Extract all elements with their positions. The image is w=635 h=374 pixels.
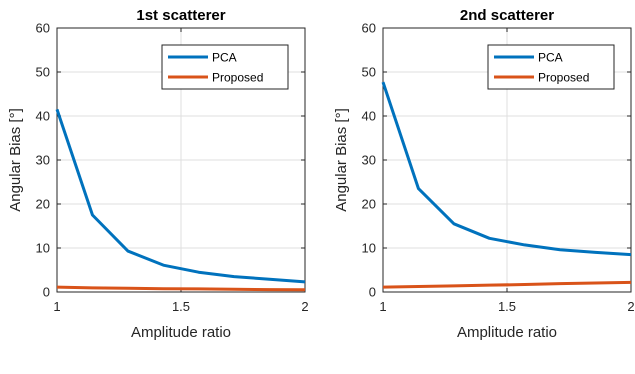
y-tick-label: 40 <box>362 109 376 124</box>
legend-box <box>161 44 289 90</box>
y-tick-label: 50 <box>36 65 50 80</box>
legend: PCA Proposed <box>161 44 289 90</box>
x-tick-label: 2 <box>627 299 634 314</box>
x-axis-label: Amplitude ratio <box>131 324 231 341</box>
y-tick-label: 40 <box>36 109 50 124</box>
x-tick-label: 1 <box>379 299 386 314</box>
y-tick-label: 30 <box>362 153 376 168</box>
y-tick-label: 50 <box>362 65 376 80</box>
series-line-pca <box>55 108 306 284</box>
legend-label: PCA <box>212 51 237 65</box>
y-tick-label: 60 <box>36 21 50 36</box>
legend-label: PCA <box>538 51 563 65</box>
series-line-proposed <box>382 280 632 289</box>
chart-panel-2: 0 10 20 30 40 50 60 1 1.5 2 2nd scatterer Amplitude… <box>333 7 635 341</box>
legend: PCA Proposed <box>487 44 615 90</box>
y-tick-label: 10 <box>362 241 376 256</box>
series-line-pca <box>381 81 632 257</box>
legend-label: Proposed <box>212 71 263 85</box>
series-line-proposed <box>56 285 306 292</box>
chart-panel-1: 0 10 20 30 40 50 60 1 1.5 2 1st scatterer Amplitude… <box>7 7 309 341</box>
y-tick-label: 20 <box>362 197 376 212</box>
y-tick-label: 60 <box>362 21 376 36</box>
x-tick-label: 1 <box>53 299 60 314</box>
y-axis-label: Angular Bias [°] <box>7 108 24 212</box>
chart-title: 2nd scatterer <box>460 7 554 24</box>
x-axis-label: Amplitude ratio <box>457 324 557 341</box>
y-tick-label: 20 <box>36 197 50 212</box>
chart-title: 1st scatterer <box>136 7 225 24</box>
legend-box <box>487 44 615 90</box>
legend-label: Proposed <box>538 71 589 85</box>
x-tick-label: 1.5 <box>498 299 516 314</box>
x-tick-label: 1.5 <box>172 299 190 314</box>
y-tick-label: 0 <box>43 285 50 300</box>
y-tick-label: 30 <box>36 153 50 168</box>
y-tick-label: 10 <box>36 241 50 256</box>
y-tick-label: 0 <box>369 285 376 300</box>
y-axis-label: Angular Bias [°] <box>333 108 350 212</box>
x-tick-label: 2 <box>301 299 308 314</box>
